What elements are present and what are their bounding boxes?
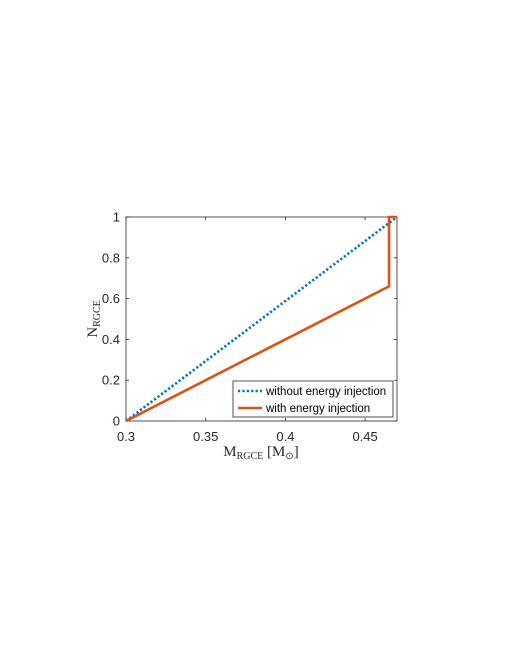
y-tick-label: 0 [113, 414, 120, 429]
x-axis-title-unit-open: [M [263, 444, 285, 460]
x-axis-title-unit-sub: ⊙ [285, 451, 293, 462]
x-axis-title-sub: RGCE [237, 451, 264, 462]
x-tick-label: 0.35 [193, 429, 218, 444]
y-tick-label: 0.2 [102, 373, 120, 388]
legend-label-with-injection: with energy injection [265, 403, 370, 415]
y-axis-title-sub: RGCE [92, 300, 103, 327]
x-tick-label: 0.3 [117, 429, 135, 444]
x-axis-title-main: M [223, 444, 236, 460]
series-layer [125, 215, 398, 423]
y-axis-title: NRGCE [85, 300, 103, 338]
y-tick-label: 1 [113, 210, 120, 225]
legend-label-without-injection: without energy injection [265, 386, 386, 398]
x-tick-labels: 0.3 0.35 0.4 0.45 [117, 429, 378, 444]
x-tick-label: 0.4 [276, 429, 294, 444]
series-line-without-injection [125, 215, 398, 423]
x-axis-title-unit-close: ] [294, 444, 299, 460]
y-tick-labels: 0 0.2 0.4 0.6 0.8 1 [102, 210, 120, 429]
y-tick-label: 0.8 [102, 250, 120, 265]
y-tick-label: 0.4 [102, 332, 120, 347]
x-axis-title: MRGCE [M⊙] [223, 444, 299, 462]
y-axis-title-main: N [85, 327, 101, 338]
legend-box [232, 380, 394, 418]
legend: without energy injection with energy inj… [232, 380, 394, 418]
y-tick-label: 0.6 [102, 291, 120, 306]
series-line-with-injection [125, 215, 397, 423]
x-tick-label: 0.45 [352, 429, 377, 444]
